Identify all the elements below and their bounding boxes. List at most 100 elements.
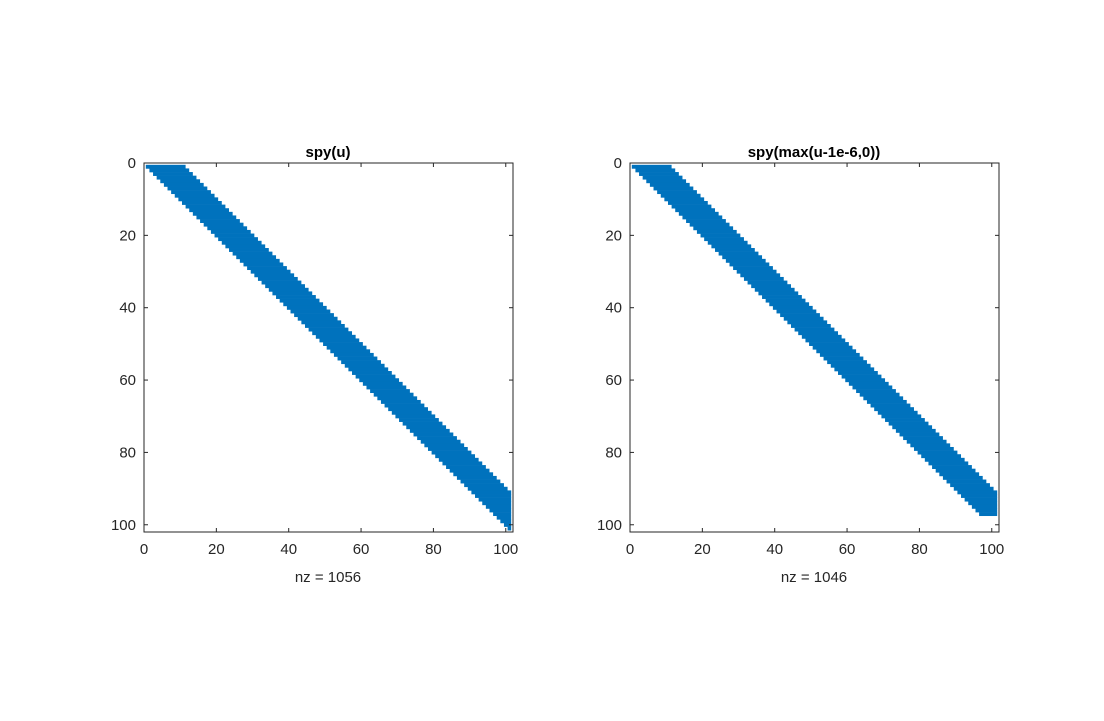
nonzero-row-41	[776, 309, 817, 314]
nonzero-row-14	[192, 211, 233, 216]
nonzero-row-5	[160, 179, 201, 184]
nonzero-row-76	[903, 436, 943, 441]
nonzero-row-96	[489, 508, 512, 513]
nonzero-row-73	[892, 425, 933, 430]
y-tick-label: 20	[119, 227, 136, 244]
nonzero-row-1	[145, 164, 186, 169]
nonzero-row-24	[715, 248, 755, 252]
y-tick-label: 100	[111, 517, 136, 534]
nonzero-row-45	[304, 323, 345, 328]
nonzero-row-92	[961, 494, 998, 498]
nonzero-row-14	[678, 211, 719, 216]
x-tick-label: 100	[493, 541, 518, 558]
nonzero-row-90	[467, 486, 508, 491]
nonzero-row-48	[315, 334, 356, 339]
nonzero-row-28	[243, 262, 284, 267]
nonzero-row-94	[482, 501, 512, 506]
x-tick-label: 20	[208, 541, 225, 558]
nonzero-row-28	[729, 262, 770, 267]
nonzero-row-81	[435, 454, 476, 459]
nonzero-row-57	[348, 367, 389, 372]
nonzero-row-98	[496, 515, 512, 520]
nonzero-row-49	[319, 338, 360, 343]
nonzero-row-92	[475, 494, 512, 498]
nonzero-row-20	[700, 233, 741, 238]
nonzero-row-35	[754, 287, 795, 292]
nonzero-row-77	[906, 439, 947, 444]
nonzero-row-72	[888, 421, 929, 426]
nonzero-row-13	[675, 208, 716, 213]
nonzero-row-55	[341, 360, 381, 365]
x-tick-label: 100	[979, 541, 1004, 558]
nonzero-row-36	[758, 291, 799, 296]
nonzero-row-50	[323, 342, 363, 346]
axes-border	[143, 162, 514, 533]
nonzero-row-70	[881, 414, 922, 419]
nonzero-row-56	[344, 363, 385, 368]
nonzero-row-94	[968, 501, 998, 506]
nonzero-row-30	[250, 269, 291, 274]
x-tick-label: 80	[425, 541, 442, 558]
x-axis-label: nz = 1056	[295, 569, 361, 586]
nonzero-row-34	[265, 284, 305, 289]
y-tick-label: 40	[605, 300, 622, 317]
nonzero-row-64	[373, 392, 414, 397]
nonzero-row-35	[268, 287, 309, 292]
nonzero-row-64	[859, 392, 900, 397]
nonzero-row-78	[424, 443, 465, 448]
nonzero-row-43	[783, 316, 824, 321]
nonzero-row-62	[366, 385, 407, 390]
x-tick-label: 40	[766, 541, 783, 558]
nonzero-row-17	[203, 222, 244, 227]
y-tick-label: 40	[119, 300, 136, 317]
nonzero-row-39	[769, 302, 810, 307]
nonzero-row-8	[171, 190, 211, 195]
nonzero-row-6	[163, 182, 204, 187]
nonzero-row-13	[189, 208, 230, 213]
nonzero-row-100	[503, 522, 512, 527]
nonzero-row-51	[326, 345, 367, 350]
nonzero-row-15	[196, 215, 237, 220]
nonzero-row-2	[149, 168, 190, 173]
nonzero-row-11	[667, 200, 708, 205]
nonzero-row-26	[722, 255, 763, 260]
nonzero-row-75	[899, 432, 940, 437]
nonzero-row-71	[399, 418, 439, 422]
nonzero-row-85	[449, 468, 490, 473]
nonzero-row-32	[257, 276, 298, 281]
nonzero-row-19	[696, 229, 737, 234]
nonzero-row-49	[805, 338, 846, 343]
nonzero-row-61	[848, 381, 889, 386]
nonzero-row-44	[301, 320, 342, 325]
nonzero-row-18	[207, 226, 248, 231]
nonzero-row-23	[225, 244, 266, 249]
nonzero-row-33	[261, 280, 302, 285]
nonzero-row-52	[330, 349, 371, 354]
nonzero-row-7	[167, 186, 208, 191]
nonzero-row-53	[819, 352, 860, 357]
nonzero-row-67	[870, 403, 911, 408]
x-axis-label: nz = 1046	[781, 569, 847, 586]
nonzero-row-12	[185, 204, 226, 209]
nonzero-row-52	[816, 349, 857, 354]
nonzero-row-60	[359, 378, 400, 383]
nonzero-row-87	[456, 475, 497, 480]
nonzero-row-8	[657, 190, 697, 195]
nonzero-row-96	[975, 508, 998, 513]
nonzero-row-6	[649, 182, 690, 187]
nonzero-row-21	[218, 237, 258, 242]
nonzero-row-68	[388, 407, 428, 412]
nonzero-row-11	[181, 200, 222, 205]
nonzero-row-72	[402, 421, 443, 426]
nonzero-row-63	[856, 389, 896, 394]
nonzero-row-90	[953, 486, 994, 491]
nonzero-row-61	[362, 381, 403, 386]
nonzero-row-3	[639, 172, 679, 176]
nonzero-row-22	[707, 240, 748, 245]
nonzero-row-66	[380, 399, 421, 404]
nonzero-row-75	[413, 432, 454, 437]
